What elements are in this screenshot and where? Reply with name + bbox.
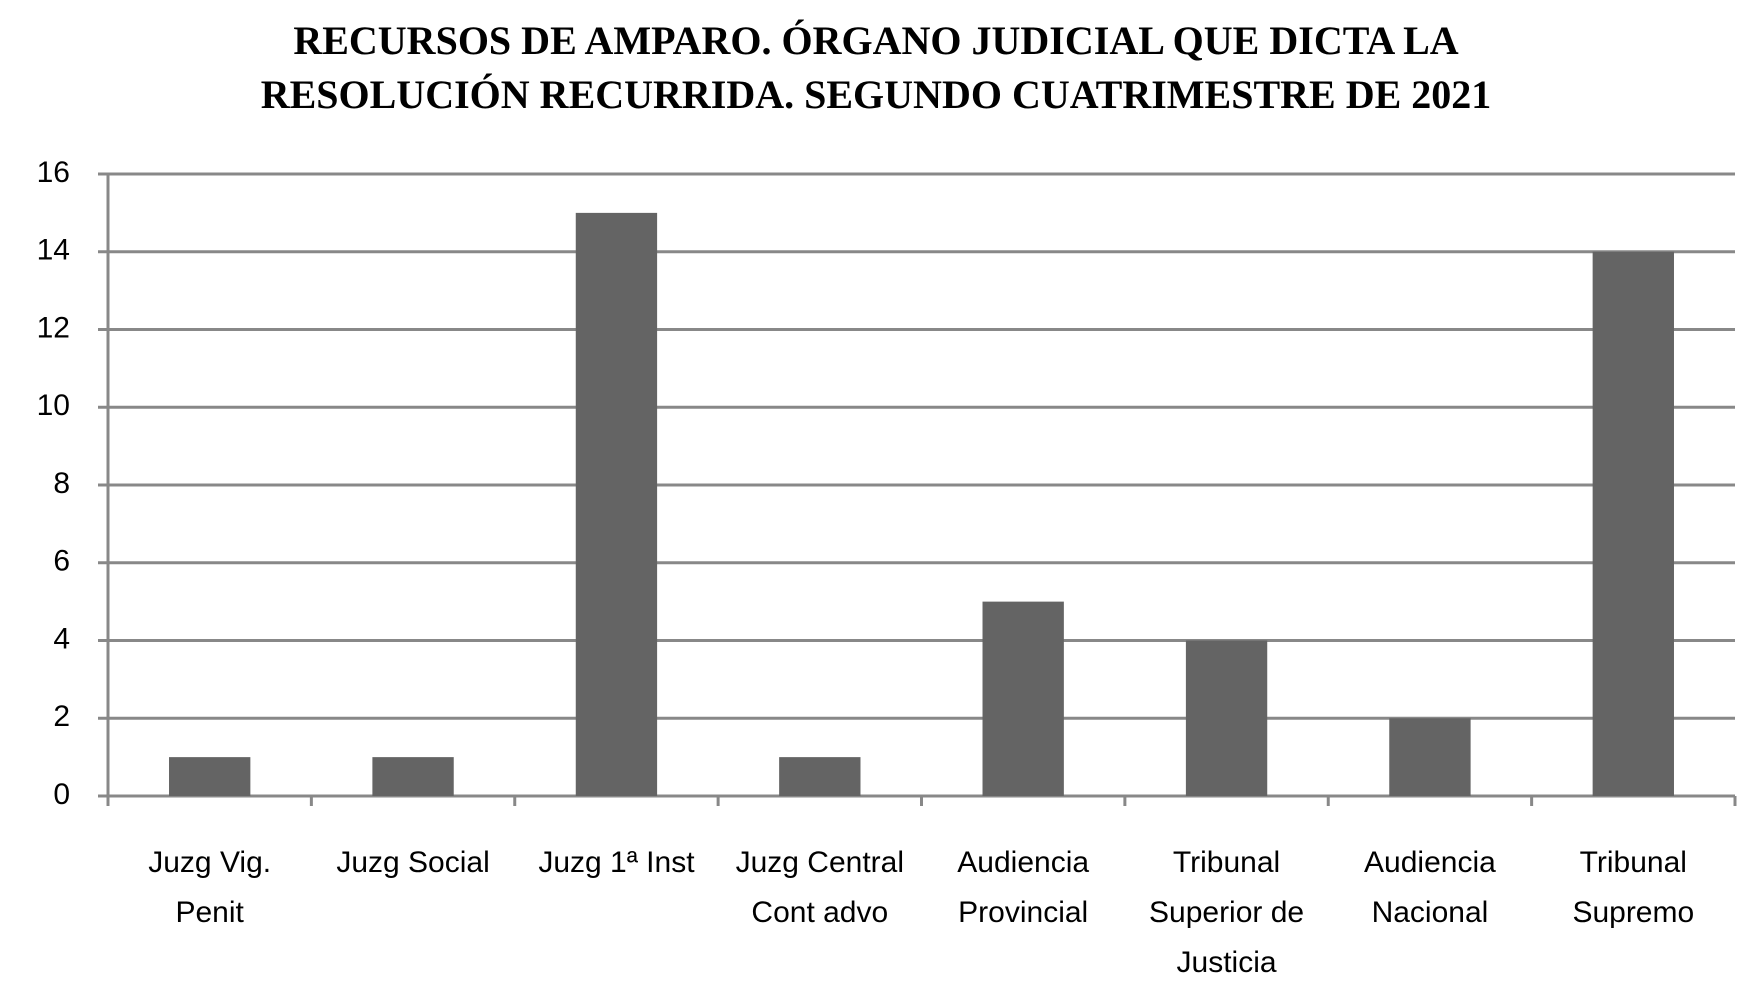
bar xyxy=(779,757,861,796)
x-tick-label: Tribunal Supremo xyxy=(1572,846,1695,929)
y-tick-label: 6 xyxy=(53,545,70,578)
chart-title: RECURSOS DE AMPARO. ÓRGANO JUDICIAL QUE … xyxy=(260,18,1492,117)
x-tick-label: Audiencia Nacional xyxy=(1364,846,1496,929)
x-tick-label: Tribunal Superior de Justicia xyxy=(1149,846,1305,979)
y-tick-label: 0 xyxy=(53,778,70,811)
y-tick-label: 4 xyxy=(53,622,70,655)
bar xyxy=(1592,251,1674,796)
x-tick-label: Juzg 1ª Inst xyxy=(538,846,695,879)
bar xyxy=(982,601,1064,796)
y-tick-label: 14 xyxy=(37,234,70,267)
bar xyxy=(1185,640,1268,796)
y-tick-label: 12 xyxy=(37,311,70,344)
bar xyxy=(575,212,658,796)
x-tick-label: Audiencia Provincial xyxy=(957,846,1090,929)
y-tick-label: 16 xyxy=(37,156,70,189)
bar xyxy=(372,757,454,796)
y-tick-label: 10 xyxy=(37,389,70,422)
x-tick-label: Juzg Vig. Penit xyxy=(148,846,272,929)
y-tick-label: 8 xyxy=(53,467,70,500)
bar xyxy=(1389,718,1471,796)
bar xyxy=(169,757,251,796)
x-tick-label: Juzg Central Cont advo xyxy=(735,846,905,929)
y-tick-label: 2 xyxy=(53,700,70,733)
x-tick-label: Juzg Social xyxy=(336,846,490,879)
